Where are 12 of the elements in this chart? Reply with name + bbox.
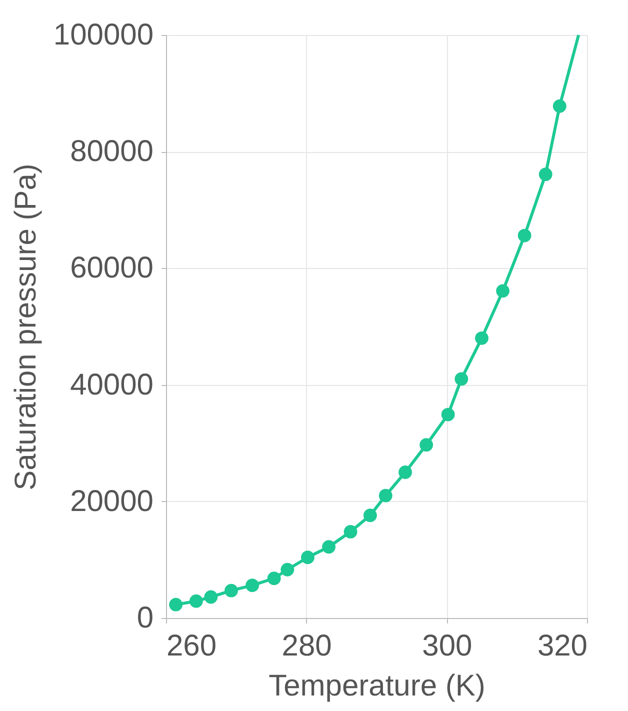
y-tick-label: 0 — [136, 602, 154, 634]
y-axis-title: Saturation pressure (Pa) — [9, 164, 42, 490]
x-tick-label: 300 — [422, 630, 472, 662]
x-tick-label: 260 — [166, 630, 217, 662]
y-tick-label: 20000 — [70, 484, 154, 518]
y-tick-label: 60000 — [70, 252, 154, 285]
y-tick-label: 80000 — [70, 135, 154, 168]
y-tick-label: 100000 — [53, 18, 154, 52]
x-axis-title: Temperature (K) — [268, 670, 486, 702]
y-tick-label: 40000 — [70, 368, 154, 402]
x-tick-label: 320 — [537, 630, 588, 662]
x-tick-label: 280 — [282, 630, 332, 662]
